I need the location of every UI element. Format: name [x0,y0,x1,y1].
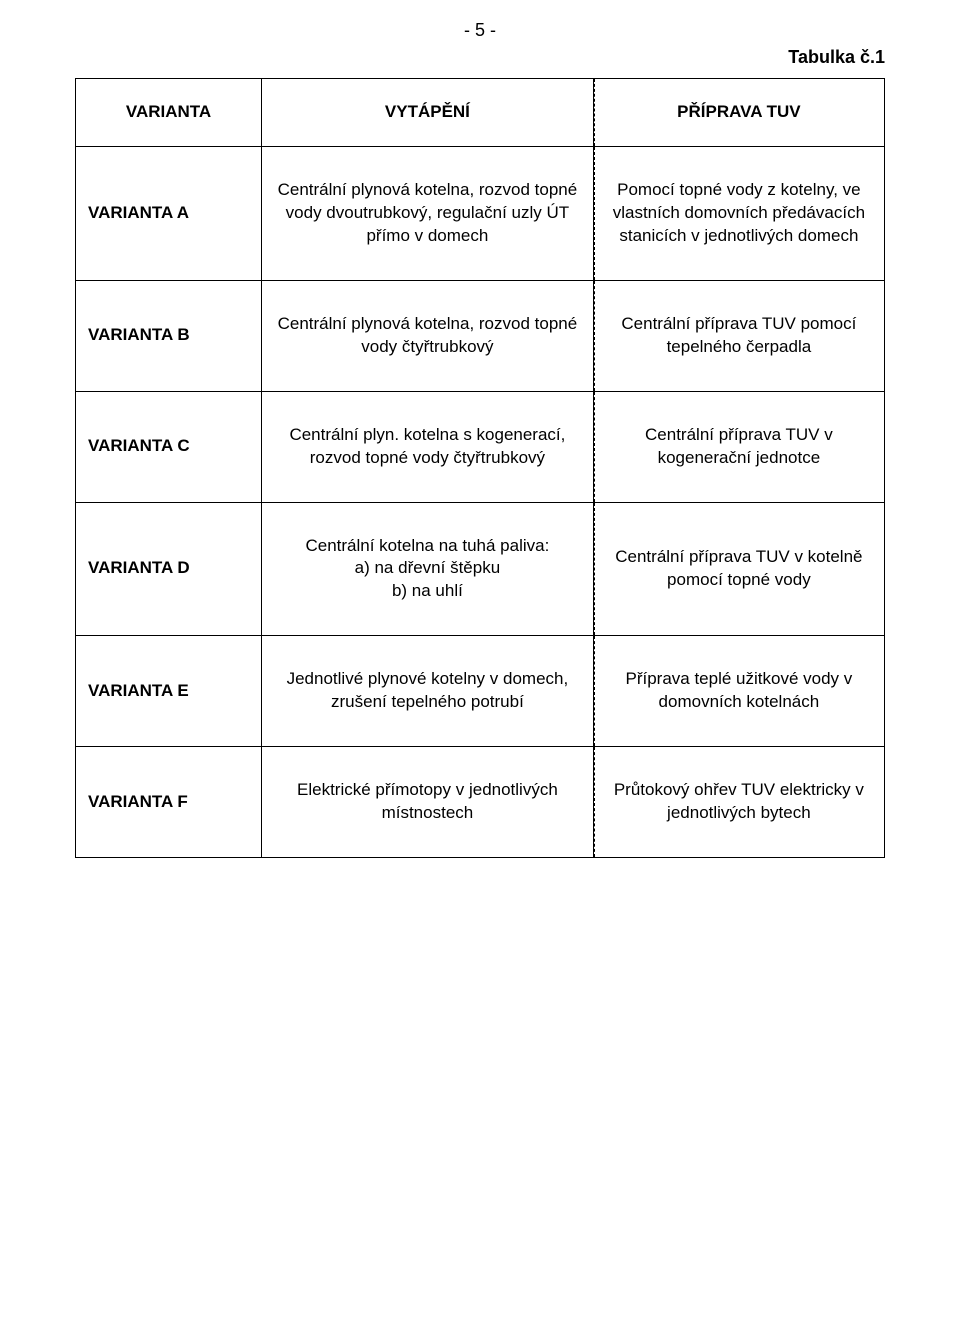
variant-tuv: Pomocí topné vody z kotelny, ve vlastníc… [593,146,884,280]
variant-heating: Jednotlivé plynové kotelny v domech, zru… [262,636,594,747]
table-header-row: VARIANTA VYTÁPĚNÍ PŘÍPRAVA TUV [76,79,885,147]
variant-label: VARIANTA C [76,391,262,502]
table-caption: Tabulka č.1 [75,47,885,68]
table-row: VARIANTA F Elektrické přímotopy v jednot… [76,747,885,858]
variant-heating: Centrální kotelna na tuhá paliva:a) na d… [262,502,594,636]
variant-heating: Centrální plyn. kotelna s kogenerací, ro… [262,391,594,502]
table-row: VARIANTA A Centrální plynová kotelna, ro… [76,146,885,280]
variant-tuv: Centrální příprava TUV v kotelně pomocí … [593,502,884,636]
table-row: VARIANTA C Centrální plyn. kotelna s kog… [76,391,885,502]
variant-heating: Centrální plynová kotelna, rozvod topné … [262,146,594,280]
variant-heating: Centrální plynová kotelna, rozvod topné … [262,280,594,391]
variant-label: VARIANTA F [76,747,262,858]
table-row: VARIANTA D Centrální kotelna na tuhá pal… [76,502,885,636]
variant-label: VARIANTA D [76,502,262,636]
variants-table: VARIANTA VYTÁPĚNÍ PŘÍPRAVA TUV VARIANTA … [75,78,885,858]
variant-heating: Elektrické přímotopy v jednotlivých míst… [262,747,594,858]
variant-label: VARIANTA B [76,280,262,391]
table-row: VARIANTA B Centrální plynová kotelna, ro… [76,280,885,391]
variant-tuv: Centrální příprava TUV v kogenerační jed… [593,391,884,502]
variant-tuv: Průtokový ohřev TUV elektricky v jednotl… [593,747,884,858]
col-header-vytapeni: VYTÁPĚNÍ [262,79,594,147]
variant-label: VARIANTA E [76,636,262,747]
variant-tuv: Centrální příprava TUV pomocí tepelného … [593,280,884,391]
variant-label: VARIANTA A [76,146,262,280]
table-row: VARIANTA E Jednotlivé plynové kotelny v … [76,636,885,747]
col-header-tuv: PŘÍPRAVA TUV [593,79,884,147]
col-header-varianta: VARIANTA [76,79,262,147]
page-number: - 5 - [75,20,885,41]
variant-tuv: Příprava teplé užitkové vody v domovních… [593,636,884,747]
